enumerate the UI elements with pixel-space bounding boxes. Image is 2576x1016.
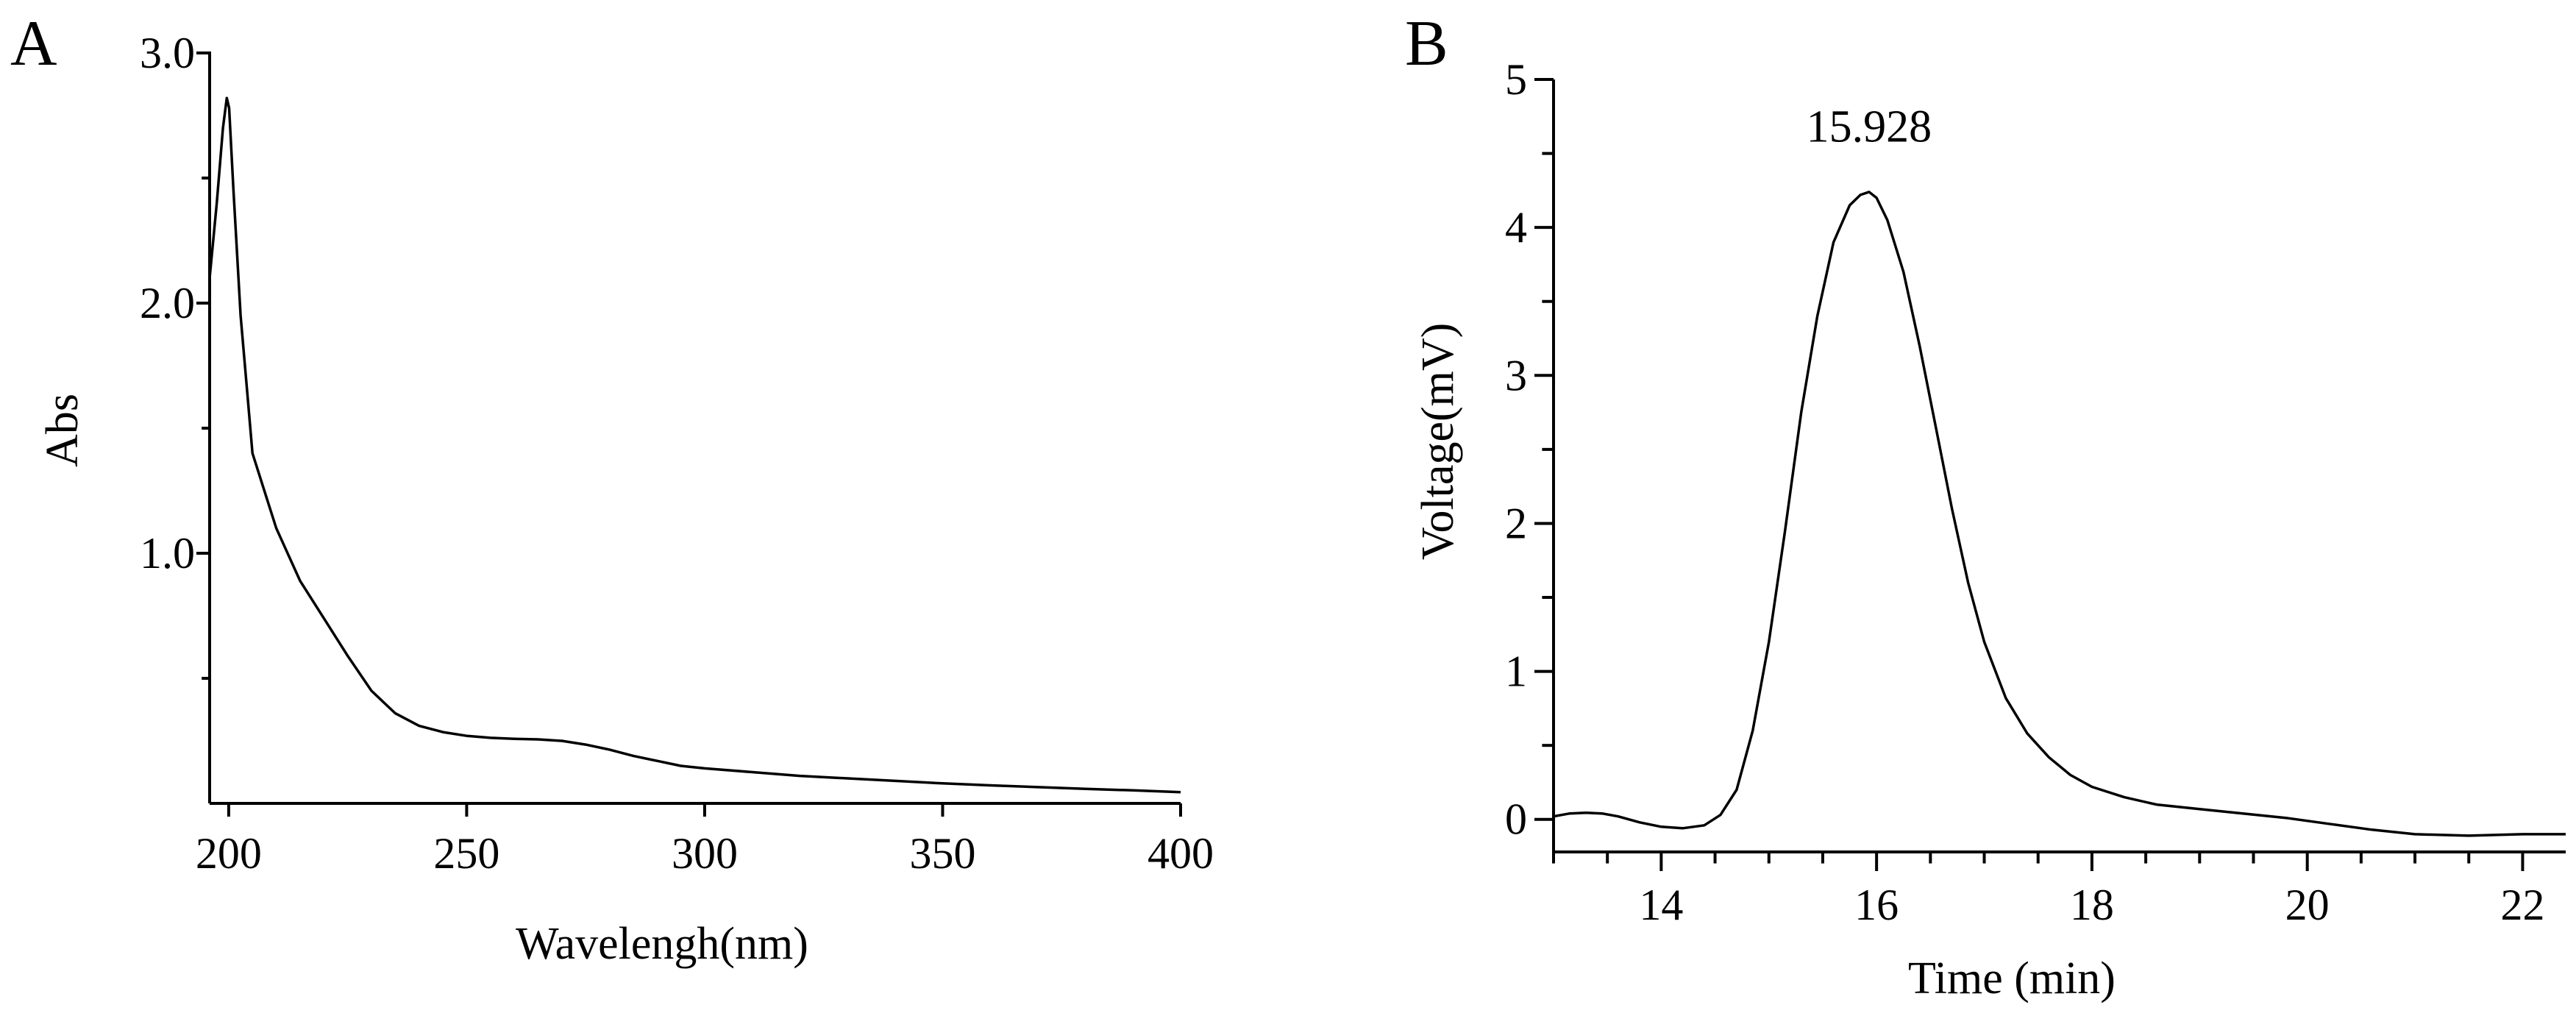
x-tick-label-a: 250 (433, 829, 499, 878)
series-line-b (1553, 191, 2566, 837)
x-tick-label-b: 20 (2285, 881, 2330, 929)
panel-label-b: B (1405, 8, 1448, 79)
x-tick-label-a: 300 (672, 829, 738, 878)
y-tick-label-a: 1.0 (140, 529, 195, 578)
y-tick-label-a: 2.0 (140, 279, 195, 327)
chart-b: B Voltage(mV) Time (min) 14 16 18 20 22 0 1 2 3 4… (1405, 8, 2566, 1003)
series-line-a (208, 96, 1181, 794)
x-axis-label-a: Wavelengh(nm) (516, 919, 808, 969)
y-tick-label-b: 0 (1505, 795, 1527, 844)
x-tick-label-a: 400 (1148, 829, 1214, 878)
y-axis-label-b: Voltage(mV) (1413, 323, 1463, 561)
x-tick-label-b: 22 (2500, 881, 2544, 929)
y-tick-label-b: 3 (1505, 351, 1527, 399)
y-tick-label-b: 5 (1505, 55, 1527, 104)
x-tick-label-a: 200 (196, 829, 262, 878)
y-axis-label-a: Abs (38, 394, 88, 467)
x-tick-label-b: 14 (1639, 881, 1683, 929)
peak-annotation: 15.928 (1807, 102, 1932, 152)
y-tick-label-b: 1 (1505, 647, 1527, 696)
x-tick-label-a: 350 (909, 829, 975, 878)
x-axis-label-b: Time (min) (1908, 953, 2116, 1003)
chart-a: A Abs Wavelengh(nm) 200 250 300 350 400 1.0 2.… (10, 8, 1214, 969)
y-tick-label-b: 4 (1505, 203, 1527, 252)
panel-label-a: A (10, 8, 57, 79)
ticks-a: 200 250 300 350 400 1.0 2.0 3.0 (140, 29, 1214, 878)
ticks-b: 14 16 18 20 22 0 1 2 3 4 5 (1505, 55, 2544, 929)
y-tick-label-b: 2 (1505, 499, 1527, 547)
x-tick-label-b: 16 (1854, 881, 1899, 929)
y-tick-label-a: 3.0 (140, 29, 195, 77)
x-tick-label-b: 18 (2070, 881, 2114, 929)
annotations-b: 15.928 (1807, 102, 1932, 152)
